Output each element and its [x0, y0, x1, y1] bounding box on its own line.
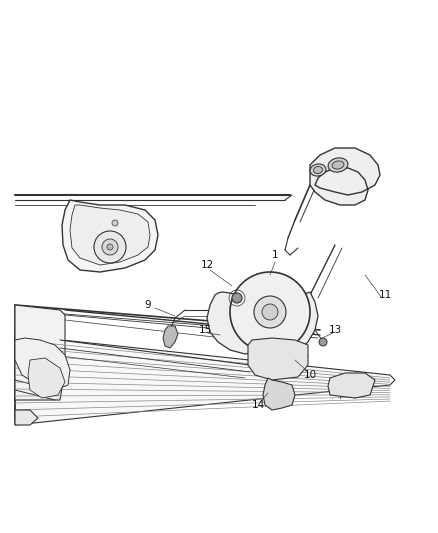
Circle shape [319, 338, 327, 346]
Ellipse shape [332, 161, 344, 169]
Circle shape [107, 244, 113, 250]
Circle shape [254, 296, 286, 328]
Polygon shape [62, 200, 158, 272]
Polygon shape [310, 148, 380, 205]
Polygon shape [15, 335, 395, 425]
Ellipse shape [328, 158, 348, 172]
Polygon shape [163, 326, 178, 348]
Text: 11: 11 [378, 290, 392, 300]
Polygon shape [248, 338, 308, 380]
Text: 12: 12 [200, 260, 214, 270]
Circle shape [262, 304, 278, 320]
Polygon shape [328, 373, 375, 398]
Text: 13: 13 [328, 325, 342, 335]
Polygon shape [268, 292, 318, 356]
Polygon shape [15, 305, 65, 400]
Circle shape [94, 231, 126, 263]
Circle shape [102, 239, 118, 255]
Polygon shape [28, 358, 65, 398]
Circle shape [232, 293, 242, 303]
Polygon shape [15, 410, 38, 425]
Text: 14: 14 [251, 400, 265, 410]
Text: 9: 9 [145, 300, 151, 310]
Polygon shape [263, 378, 295, 410]
Polygon shape [207, 292, 270, 354]
Polygon shape [15, 338, 70, 390]
Ellipse shape [314, 166, 322, 174]
Text: 10: 10 [304, 370, 317, 380]
Circle shape [112, 220, 118, 226]
Text: 1: 1 [272, 250, 278, 260]
Polygon shape [70, 205, 150, 265]
Ellipse shape [310, 164, 326, 176]
Circle shape [230, 272, 310, 352]
Text: 15: 15 [198, 325, 212, 335]
